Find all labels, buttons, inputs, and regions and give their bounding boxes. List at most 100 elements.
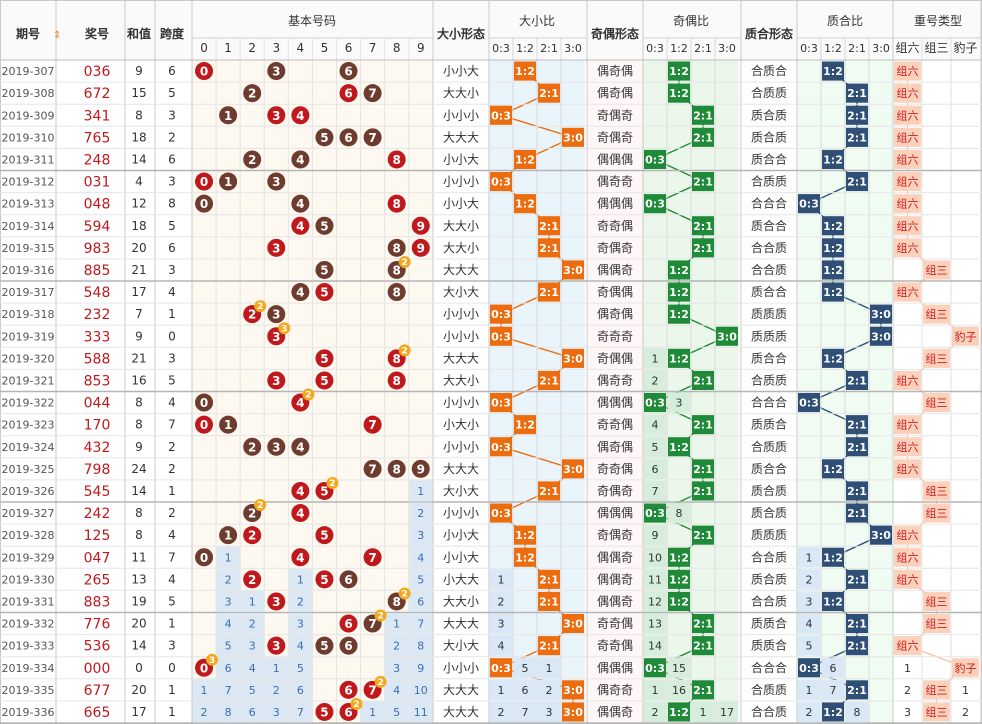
- span-cell: 3: [168, 108, 176, 122]
- digit-miss-bg: [385, 679, 409, 701]
- prime-form-cell: 合质质: [751, 372, 787, 387]
- digit-ball: [267, 636, 286, 655]
- repeat-badge-label: 2: [377, 678, 383, 688]
- type-miss-count: 2: [962, 706, 969, 719]
- miss-cell-bg: [822, 657, 844, 678]
- miss-count: 12: [648, 595, 662, 608]
- digit-miss-count: 6: [297, 684, 304, 697]
- repeat-type-hit: [923, 260, 950, 280]
- odd-ratio-label: 0:3: [645, 397, 665, 410]
- prime-ratio-hit: [846, 172, 868, 192]
- repeat-type-label: 组六: [897, 108, 919, 122]
- size-form-cell: 小小小: [443, 661, 479, 675]
- odd-ratio-hit: [668, 591, 690, 611]
- size-form-cell: 大大小: [443, 373, 479, 387]
- miss-cell-bg: [798, 701, 820, 722]
- size-form-cell: 小小小: [443, 506, 479, 520]
- issue-cell: 2019-313: [2, 198, 55, 211]
- size-ratio-label: 0:3: [491, 176, 511, 189]
- size-ratio-label: 1:2: [515, 153, 535, 166]
- miss-count: 2: [806, 573, 813, 586]
- prime-ratio-hit: [846, 105, 868, 125]
- prime-ratio-hit: [798, 658, 820, 678]
- digit-miss-count: 6: [249, 706, 256, 719]
- odd-ratio-label: 2:1: [693, 640, 713, 653]
- sort-icon[interactable]: ⇕: [53, 30, 61, 41]
- repeat-badge-label: 2: [353, 700, 359, 710]
- odd-ratio-label: 1:2: [669, 65, 689, 78]
- size-ratio-label: 0:3: [491, 330, 511, 343]
- size-ratio-label: 0:3: [491, 397, 511, 410]
- size-form-cell: 大大大: [443, 351, 479, 365]
- digit-miss-count: 3: [273, 706, 280, 719]
- digit-miss-bg: [288, 590, 312, 612]
- miss-count: 6: [522, 684, 529, 697]
- prime-ratio-hit: [846, 370, 868, 390]
- digit-miss-count: 4: [225, 618, 232, 631]
- span-cell: 3: [168, 639, 176, 653]
- issue-cell: 2019-322: [2, 397, 55, 410]
- digit-ball-label: 3: [272, 639, 280, 653]
- prime-form-cell: 质合质: [751, 571, 787, 586]
- sum-cell: 20: [131, 617, 146, 631]
- repeat-badge-label: 2: [402, 346, 408, 356]
- repeat-type-hit: [923, 481, 950, 501]
- digit-ball: [363, 128, 382, 147]
- number-cell: 853: [84, 373, 111, 389]
- span-cell: 2: [168, 440, 176, 454]
- odd-ratio-label: 2:1: [693, 220, 713, 233]
- odd-ratio-label: 1:2: [669, 308, 689, 321]
- sum-cell: 17: [131, 705, 146, 719]
- digit-ball: [195, 172, 214, 191]
- size-ratio-hit: [514, 525, 536, 545]
- repeat-type-label: 组六: [897, 86, 919, 100]
- sum-cell: 18: [131, 219, 146, 233]
- repeat-badge: [326, 476, 339, 489]
- repeat-type-label: 组六: [897, 462, 919, 476]
- odd-ratio-col-label: 2:1: [694, 42, 712, 55]
- size-form-cell: 小小大: [443, 528, 479, 542]
- odd-form-cell: 偶偶偶: [597, 506, 633, 520]
- digit-ball: [195, 393, 214, 412]
- size-ratio-hit: [538, 370, 560, 390]
- digit-miss-bg: [240, 590, 264, 612]
- digit-ball-label: 2: [248, 507, 256, 521]
- size-form-cell: 小小小: [443, 440, 479, 454]
- digit-ball-label: 5: [320, 529, 328, 543]
- prime-ratio-label: 1:2: [823, 153, 843, 166]
- odd-form-cell: 偶奇奇: [597, 373, 633, 387]
- prime-form-cell: 质合合: [751, 151, 787, 166]
- span-cell: 4: [168, 396, 176, 410]
- digit-ball-label: 7: [368, 683, 376, 697]
- size-form-cell: 大小大: [443, 484, 479, 498]
- digit-ball: [315, 349, 334, 368]
- digit-miss-bg: [409, 701, 433, 723]
- type-col-label: 组六: [895, 41, 919, 55]
- miss-cell-bg: [490, 613, 512, 634]
- header-issue[interactable]: 期号: [16, 26, 40, 41]
- prime-form-cell: 合合质: [751, 704, 787, 719]
- repeat-type-hit: [923, 304, 950, 324]
- digit-miss-bg: [240, 635, 264, 657]
- odd-ratio-label: 2:1: [693, 485, 713, 498]
- digit-miss-count: 11: [414, 706, 428, 719]
- prime-ratio-hit: [870, 326, 892, 346]
- size-ratio-hit: [538, 83, 560, 103]
- miss-cell-bg: [644, 635, 666, 656]
- prime-ratio-label: 2:1: [847, 441, 867, 454]
- digit-ball-label: 5: [320, 131, 328, 145]
- miss-cell-bg: [668, 657, 690, 678]
- digit-ball-label: 7: [368, 617, 376, 631]
- size-ratio-hit: [562, 127, 584, 147]
- digit-ball: [387, 194, 406, 213]
- digit-ball-label: 5: [320, 705, 328, 719]
- miss-cell-bg: [668, 392, 690, 413]
- miss-count: 5: [652, 441, 659, 454]
- digit-ball-label: 5: [320, 352, 328, 366]
- prime-ratio-label: 3:0: [871, 308, 891, 321]
- digit-ball: [243, 437, 262, 456]
- size-ratio-hit: [490, 658, 512, 678]
- digit-miss-bg: [385, 613, 409, 635]
- digit-miss-count: 1: [249, 595, 256, 608]
- miss-count: 13: [648, 618, 662, 631]
